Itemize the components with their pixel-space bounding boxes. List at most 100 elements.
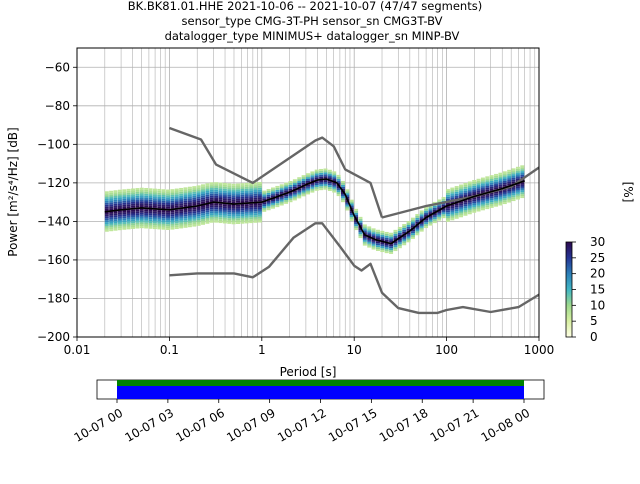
- histogram-cell: [109, 208, 114, 211]
- histogram-cell: [467, 210, 472, 213]
- histogram-cell: [192, 215, 197, 217]
- histogram-cell: [236, 214, 240, 217]
- histogram-cell: [179, 224, 184, 227]
- histogram-cell: [113, 190, 118, 193]
- histogram-cell: [222, 186, 227, 189]
- histogram-cell: [445, 219, 450, 222]
- histogram-cell: [139, 205, 144, 207]
- histogram-cell: [467, 202, 472, 205]
- histogram-cell: [507, 198, 512, 201]
- histogram-cell: [174, 211, 179, 214]
- histogram-cell: [157, 217, 162, 220]
- histogram-cell: [209, 205, 214, 208]
- histogram-cell: [135, 201, 140, 204]
- histogram-cell: [249, 207, 254, 210]
- histogram-cell: [244, 221, 249, 224]
- histogram-cell: [288, 198, 293, 201]
- histogram-cell: [214, 189, 219, 192]
- histogram-cell: [275, 197, 280, 200]
- histogram-cell: [362, 224, 367, 227]
- histogram-cell: [301, 194, 306, 197]
- histogram-cell: [459, 203, 464, 206]
- histogram-cell: [336, 194, 341, 197]
- histogram-cell: [345, 202, 350, 205]
- histogram-cell: [113, 228, 118, 231]
- histogram-cell: [310, 190, 315, 193]
- histogram-cell: [152, 217, 157, 220]
- histogram-cell: [489, 198, 494, 201]
- histogram-cell: [161, 198, 166, 201]
- histogram-cell: [367, 239, 372, 242]
- histogram-cell: [515, 188, 520, 190]
- histogram-cell: [494, 197, 499, 199]
- histogram-cell: [192, 203, 197, 206]
- histogram-cell: [174, 202, 179, 204]
- histogram-cell: [257, 214, 262, 217]
- histogram-cell: [319, 188, 324, 191]
- histogram-cell: [166, 212, 171, 215]
- histogram-cell: [240, 198, 245, 201]
- histogram-cell: [463, 208, 468, 210]
- histogram-cell: [183, 187, 188, 190]
- histogram-cell: [389, 234, 394, 237]
- histogram-cell: [218, 215, 223, 218]
- histogram-cell: [450, 208, 455, 211]
- histogram-cell: [459, 213, 464, 216]
- histogram-cell: [131, 196, 136, 199]
- histogram-cell: [463, 202, 468, 205]
- histogram-cell: [502, 196, 507, 199]
- histogram-cell: [472, 183, 477, 186]
- histogram-cell: [262, 204, 267, 207]
- histogram-cell: [253, 191, 258, 194]
- histogram-cell: [187, 186, 192, 189]
- histogram-cell: [476, 205, 481, 208]
- histogram-cell: [209, 203, 214, 206]
- histogram-cell: [410, 223, 415, 226]
- histogram-cell: [126, 211, 131, 214]
- y-axis-ticks: −60 −80 −100 −120 −140 −160 −180 −200: [37, 60, 77, 344]
- histogram-cell: [336, 182, 341, 185]
- histogram-cell: [485, 185, 490, 188]
- timeline-tick-label: 10-07 21: [428, 406, 482, 445]
- histogram-cell: [218, 209, 223, 212]
- histogram-cell: [161, 200, 166, 203]
- histogram-cell: [231, 193, 236, 196]
- histogram-cell: [214, 211, 219, 213]
- histogram-cell: [494, 187, 499, 190]
- histogram-cell: [520, 190, 525, 193]
- histogram-cell: [463, 204, 468, 207]
- histogram-cell: [437, 211, 442, 213]
- histogram-cell: [249, 217, 254, 220]
- histogram-cell: [262, 190, 267, 193]
- histogram-cell: [187, 188, 192, 191]
- histogram-cell: [157, 210, 162, 213]
- histogram-cell: [402, 229, 407, 232]
- histogram-cell: [472, 203, 477, 206]
- histogram-cell: [166, 224, 171, 227]
- histogram-cell: [257, 195, 262, 198]
- histogram-cell: [209, 184, 214, 187]
- histogram-cell: [196, 198, 201, 201]
- histogram-cell: [214, 186, 219, 188]
- histogram-cell: [227, 214, 232, 217]
- histogram-cell: [227, 194, 232, 197]
- histogram-cell: [192, 199, 197, 202]
- histogram-cell: [354, 224, 359, 227]
- histogram-cell: [174, 190, 179, 193]
- histogram-cell: [437, 205, 442, 208]
- histogram-cell: [410, 225, 415, 228]
- histogram-cell: [144, 195, 149, 198]
- histogram-cell: [445, 216, 450, 218]
- histogram-cell: [170, 212, 175, 215]
- histogram-cell: [489, 188, 494, 191]
- histogram-cell: [240, 189, 245, 191]
- histogram-cell: [192, 213, 197, 216]
- histogram-cell: [152, 196, 157, 199]
- histogram-cell: [109, 221, 114, 224]
- histogram-cell: [113, 192, 118, 195]
- histogram-cell: [262, 192, 267, 195]
- histogram-cell: [271, 195, 275, 198]
- histogram-cell: [397, 232, 402, 235]
- histogram-cell: [205, 219, 210, 222]
- histogram-cell: [183, 223, 188, 226]
